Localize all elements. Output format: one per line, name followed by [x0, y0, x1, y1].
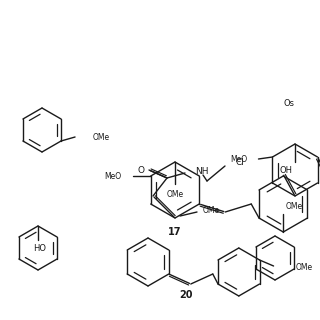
- Text: OMe: OMe: [285, 202, 302, 211]
- Text: Cl: Cl: [235, 157, 244, 166]
- Text: OMe: OMe: [93, 132, 110, 141]
- Text: 17: 17: [168, 227, 182, 237]
- Text: HO: HO: [34, 244, 46, 252]
- Text: 20: 20: [179, 290, 193, 300]
- Text: OMe: OMe: [203, 205, 220, 214]
- Text: O: O: [138, 165, 145, 174]
- Text: Os: Os: [283, 99, 294, 108]
- Text: OMe: OMe: [296, 263, 313, 273]
- Text: NH: NH: [195, 166, 209, 175]
- Text: MeO: MeO: [230, 155, 247, 164]
- Text: MeO: MeO: [104, 172, 121, 180]
- Text: OH: OH: [280, 165, 293, 174]
- Text: OMe: OMe: [166, 189, 184, 198]
